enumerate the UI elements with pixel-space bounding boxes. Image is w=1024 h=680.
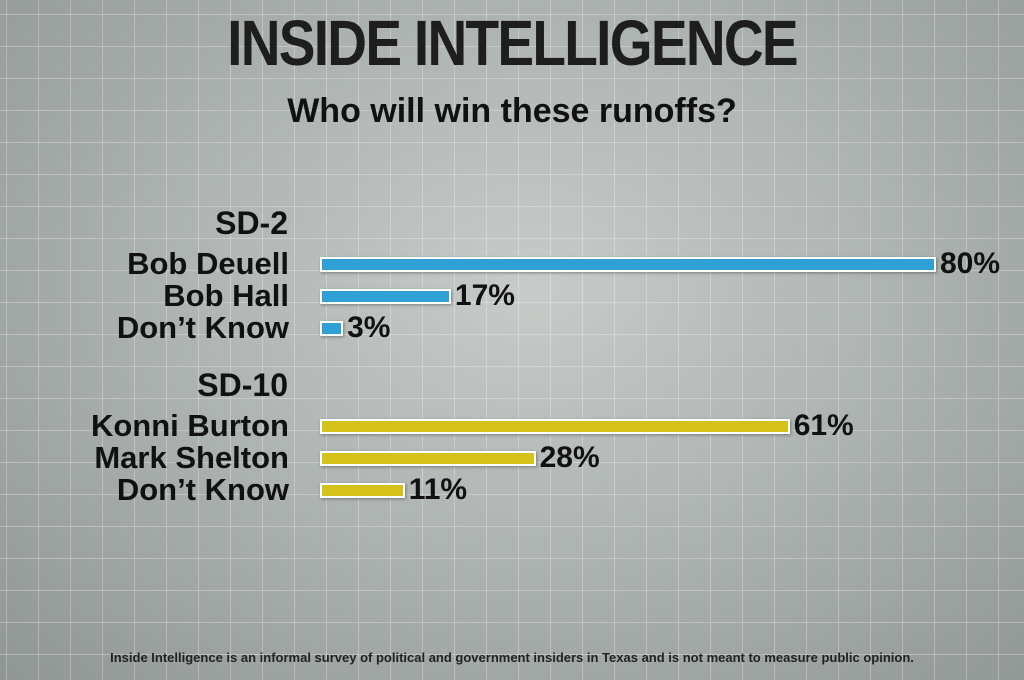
value-label: 28% (539, 441, 600, 474)
bar-label: Don’t Know (116, 310, 289, 345)
group-title: SD-10 (197, 367, 288, 403)
bar (320, 419, 790, 434)
footnote: Inside Intelligence is an informal surve… (110, 650, 914, 665)
bar-label: Bob Deuell (127, 246, 289, 281)
bar (320, 289, 451, 304)
bar-label: Bob Hall (163, 278, 289, 313)
value-label: 61% (793, 409, 854, 442)
bar-label: Mark Shelton (94, 440, 289, 475)
value-label: 3% (347, 311, 391, 344)
chart-subtitle: Who will win these runoffs? (287, 92, 737, 130)
bar-label: Don’t Know (116, 472, 289, 507)
group-title: SD-2 (215, 205, 288, 241)
bar (320, 257, 936, 272)
bar (320, 483, 405, 498)
value-label: 11% (408, 473, 468, 506)
bar (320, 451, 536, 466)
value-label: 17% (454, 279, 515, 312)
value-label: 80% (940, 247, 1001, 280)
bar-label: Konni Burton (90, 408, 289, 443)
bar (320, 321, 344, 336)
page-title: INSIDE INTELLIGENCE (227, 7, 798, 79)
